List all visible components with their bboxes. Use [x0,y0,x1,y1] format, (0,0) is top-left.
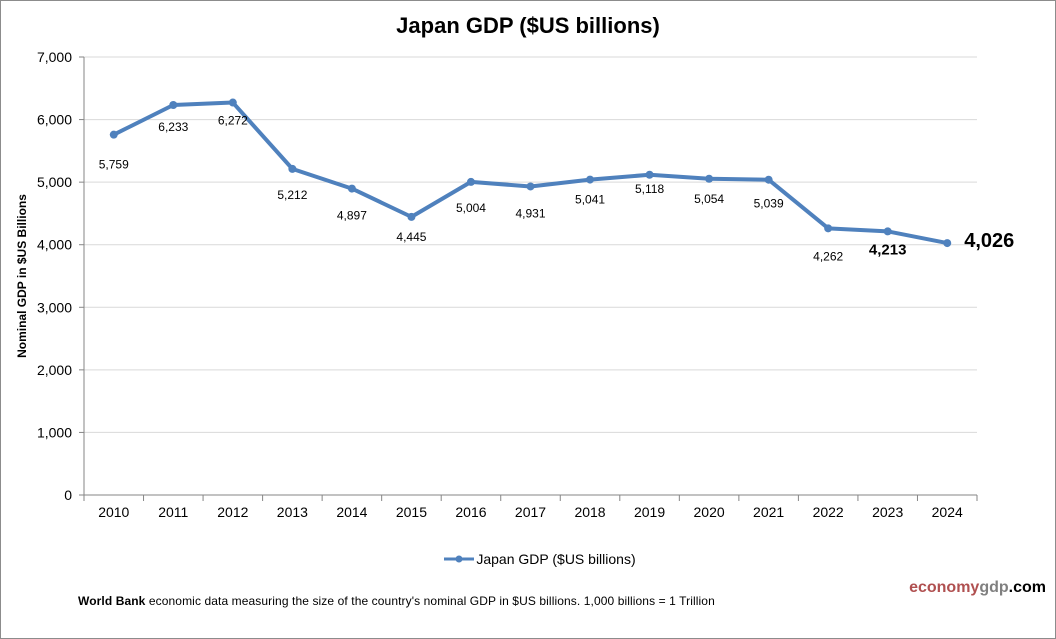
data-label: 5,759 [99,158,129,172]
data-label: 5,041 [575,193,605,207]
x-tick-label: 2016 [455,504,486,520]
data-point [109,130,118,139]
x-tick-label: 2011 [158,504,188,520]
x-tick-label: 2017 [515,504,546,520]
brand-part-gdp: gdp [979,579,1009,596]
x-tick-label: 2020 [694,504,725,520]
data-point [526,182,535,191]
data-label: 4,213 [869,241,907,258]
data-point [288,164,297,173]
data-point [586,175,595,184]
y-tick-label: 6,000 [37,112,72,128]
brand-part-com: .com [1008,579,1046,596]
data-point [824,224,833,233]
data-point [705,174,714,183]
data-label: 6,272 [218,114,248,128]
x-tick-label: 2015 [396,504,427,520]
x-tick-label: 2019 [634,504,665,520]
y-tick-label: 1,000 [37,424,72,440]
x-tick-label: 2022 [813,504,844,520]
legend-line-marker-icon [444,555,475,563]
data-label: 4,026 [964,230,1014,252]
data-point [169,100,178,109]
data-point [764,175,773,184]
legend: Japan GDP ($US billions) [0,551,1056,568]
y-tick-label: 4,000 [37,237,72,253]
y-tick-label: 0 [64,487,72,503]
data-point [466,177,475,186]
y-tick-label: 3,000 [37,299,72,315]
data-label: 5,004 [456,201,486,215]
footnote: World Bank economic data measuring the s… [78,594,715,608]
brand-part-economy: economy [909,579,980,596]
data-label: 4,931 [515,206,545,220]
data-point [347,184,356,193]
x-tick-label: 2024 [932,504,963,520]
data-label: 5,039 [754,197,784,211]
x-tick-label: 2023 [872,504,903,520]
x-tick-label: 2021 [753,504,784,520]
data-label: 6,233 [158,120,188,134]
x-tick-label: 2018 [574,504,605,520]
data-label: 4,445 [396,230,426,244]
data-label: 5,054 [694,192,724,206]
brand-logo: economygdp.com [909,579,1046,597]
data-point [645,170,654,179]
footnote-source: World Bank [78,594,146,608]
data-label: 5,212 [277,188,307,202]
x-tick-label: 2013 [277,504,308,520]
data-label: 4,897 [337,209,367,223]
y-tick-label: 5,000 [37,174,72,190]
footnote-text: economic data measuring the size of the … [145,594,715,608]
x-tick-label: 2010 [98,504,129,520]
data-label: 5,118 [635,182,664,196]
data-point [943,239,952,248]
legend-label: Japan GDP ($US billions) [476,551,636,567]
data-point [228,98,237,107]
chart-title: Japan GDP ($US billions) [396,13,660,38]
y-tick-label: 2,000 [37,362,72,378]
data-label: 4,262 [813,249,843,263]
x-tick-label: 2012 [217,504,248,520]
x-tick-label: 2014 [336,504,367,520]
y-tick-label: 7,000 [37,49,72,65]
data-point [407,212,416,221]
data-point [883,227,892,236]
